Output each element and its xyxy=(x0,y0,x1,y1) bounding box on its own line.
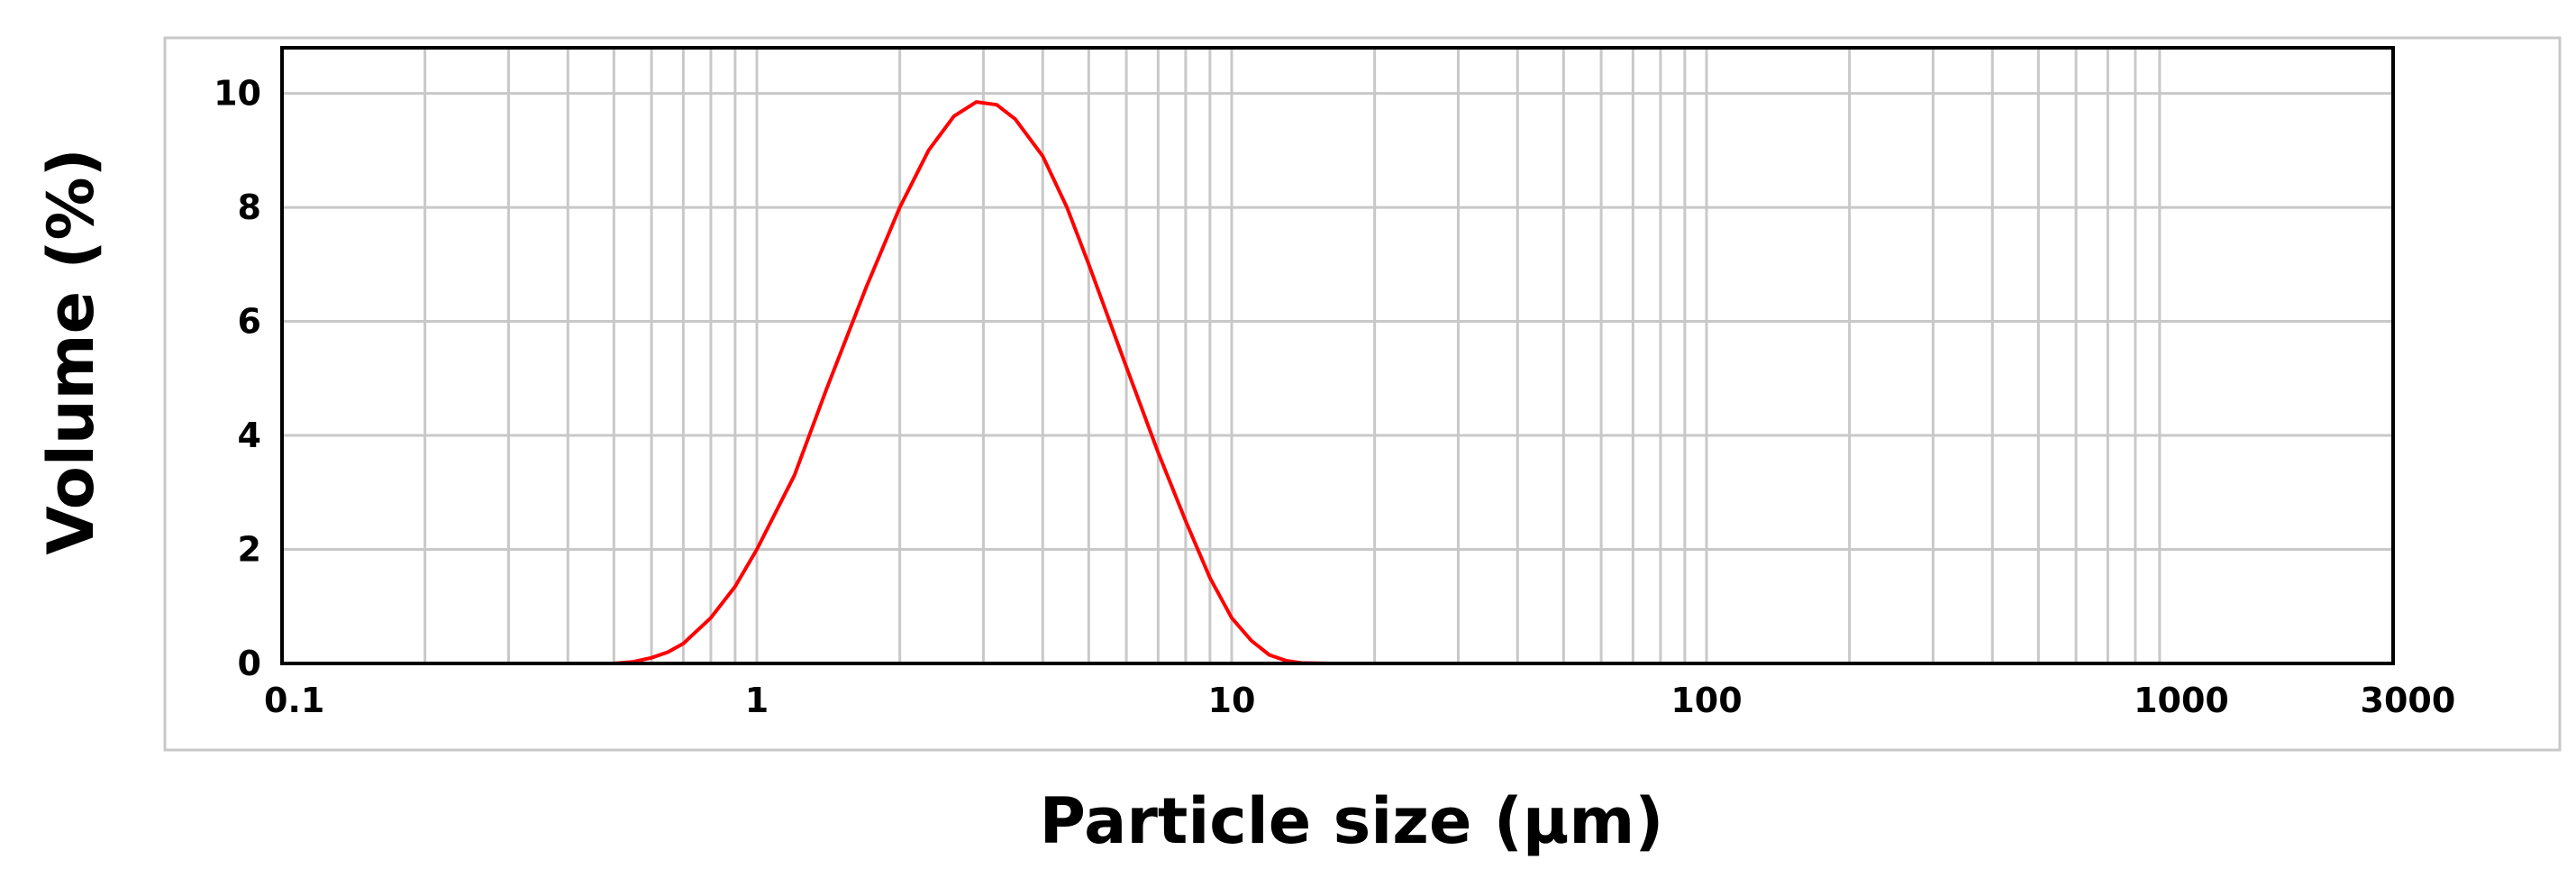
series-line xyxy=(282,100,2325,665)
chart-frame xyxy=(163,36,2562,752)
grid xyxy=(282,48,2393,663)
x-tick-label: 3000 xyxy=(2361,681,2456,720)
y-tick-label: 2 xyxy=(238,530,261,570)
y-axis-title: Volume (%) xyxy=(34,148,108,554)
y-tick-labels: 0 2 4 6 8 10 xyxy=(214,74,261,683)
y-tick-label: 0 xyxy=(238,644,261,683)
x-tick-label: 1 xyxy=(745,681,769,720)
y-tick-label: 8 xyxy=(238,187,261,227)
y-tick-label: 10 xyxy=(214,74,261,114)
y-tick-label: 6 xyxy=(238,302,261,342)
x-tick-label: 1000 xyxy=(2134,681,2229,720)
y-tick-label: 4 xyxy=(238,416,261,455)
x-tick-label: 100 xyxy=(1670,681,1742,720)
x-tick-label: 10 xyxy=(1208,681,1256,720)
x-axis-title: Particle size (µm) xyxy=(1040,784,1664,858)
x-tick-label: 0.1 xyxy=(264,681,324,720)
plot-area-border xyxy=(280,46,2395,665)
x-tick-labels: 0.1 1 10 100 1000 3000 xyxy=(264,681,2455,720)
